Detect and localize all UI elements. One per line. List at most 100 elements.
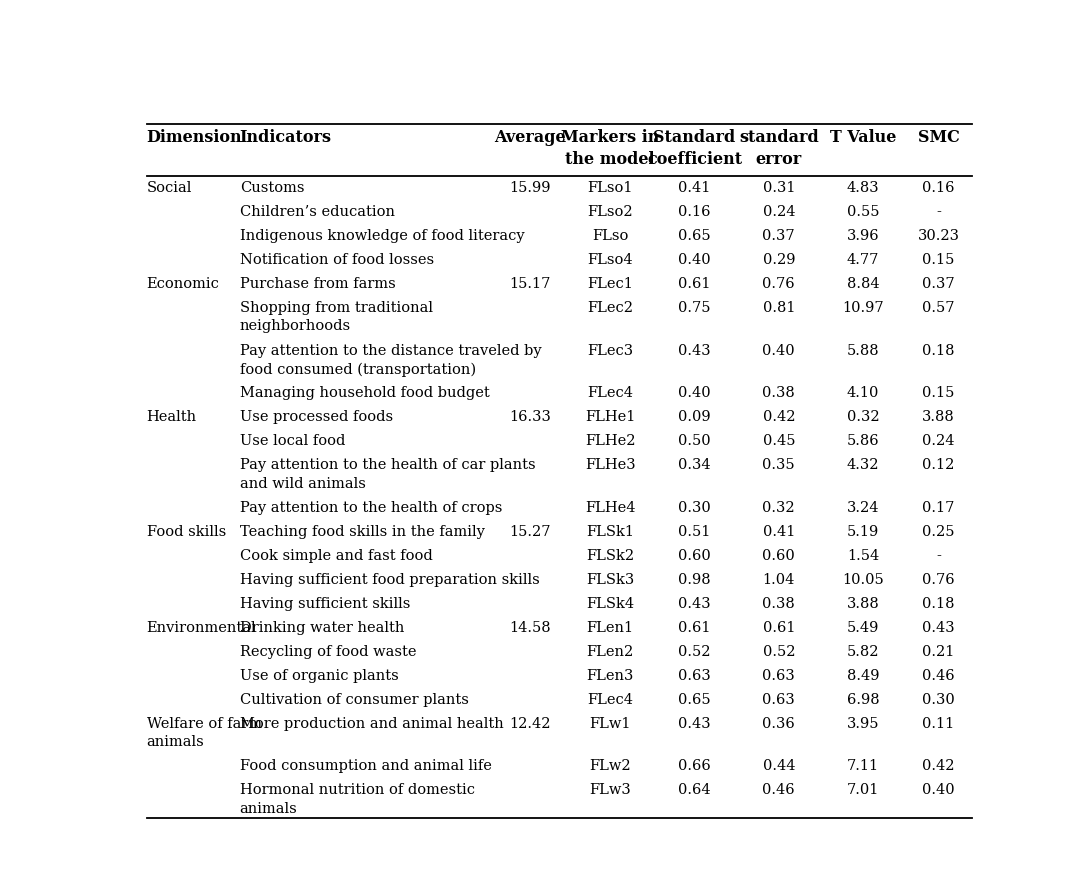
Text: 10.97: 10.97 [842,301,884,315]
Text: 0.43: 0.43 [679,717,710,731]
Text: 0.76: 0.76 [922,573,955,587]
Text: FLSk2: FLSk2 [586,549,634,563]
Text: 7.11: 7.11 [847,759,879,773]
Text: FLec1: FLec1 [587,277,633,291]
Text: 0.98: 0.98 [679,573,710,587]
Text: 5.19: 5.19 [847,525,879,539]
Text: Customs: Customs [240,181,304,195]
Text: Hormonal nutrition of domestic
animals: Hormonal nutrition of domestic animals [240,783,475,816]
Text: 0.44: 0.44 [763,759,795,773]
Text: FLen2: FLen2 [587,645,634,658]
Text: 0.18: 0.18 [922,597,955,610]
Text: 0.18: 0.18 [922,344,955,357]
Text: 0.63: 0.63 [763,669,795,683]
Text: 12.42: 12.42 [509,717,551,731]
Text: Cultivation of consumer plants: Cultivation of consumer plants [240,693,468,707]
Text: Social: Social [146,181,192,195]
Text: 0.50: 0.50 [679,434,710,448]
Text: Environmental: Environmental [146,621,256,634]
Text: Pay attention to the distance traveled by
food consumed (transportation): Pay attention to the distance traveled b… [240,344,541,377]
Text: 0.40: 0.40 [679,386,710,400]
Text: Children’s education: Children’s education [240,205,395,219]
Text: 0.63: 0.63 [679,669,711,683]
Text: FLHe4: FLHe4 [585,501,635,515]
Text: FLec2: FLec2 [587,301,633,315]
Text: 8.49: 8.49 [847,669,879,683]
Text: 16.33: 16.33 [509,410,551,424]
Text: 0.15: 0.15 [922,253,955,267]
Text: -: - [936,549,940,563]
Text: 5.82: 5.82 [847,645,879,658]
Text: 3.88: 3.88 [847,597,879,610]
Text: Cook simple and fast food: Cook simple and fast food [240,549,432,563]
Text: Use of organic plants: Use of organic plants [240,669,398,683]
Text: FLSk1: FLSk1 [586,525,634,539]
Text: 0.65: 0.65 [679,229,710,243]
Text: 6.98: 6.98 [847,693,879,707]
Text: 0.43: 0.43 [922,621,955,634]
Text: 0.65: 0.65 [679,693,710,707]
Text: Food consumption and animal life: Food consumption and animal life [240,759,492,773]
Text: 0.60: 0.60 [763,549,795,563]
Text: FLw2: FLw2 [589,759,631,773]
Text: 0.29: 0.29 [763,253,795,267]
Text: 0.51: 0.51 [679,525,710,539]
Text: FLHe2: FLHe2 [585,434,635,448]
Text: FLSk4: FLSk4 [586,597,634,610]
Text: 0.32: 0.32 [847,410,879,424]
Text: 0.21: 0.21 [922,645,955,658]
Text: Indicators: Indicators [240,129,332,146]
Text: 0.17: 0.17 [922,501,955,515]
Text: 0.60: 0.60 [679,549,711,563]
Text: Drinking water health: Drinking water health [240,621,404,634]
Text: FLec3: FLec3 [587,344,633,357]
Text: 3.95: 3.95 [847,717,879,731]
Text: Purchase from farms: Purchase from farms [240,277,395,291]
Text: 0.64: 0.64 [679,783,710,797]
Text: FLSk3: FLSk3 [586,573,634,587]
Text: 3.24: 3.24 [847,501,879,515]
Text: 0.61: 0.61 [679,277,710,291]
Text: 4.32: 4.32 [847,458,879,472]
Text: 4.77: 4.77 [847,253,879,267]
Text: 0.40: 0.40 [679,253,710,267]
Text: 30.23: 30.23 [918,229,959,243]
Text: 15.17: 15.17 [509,277,551,291]
Text: 7.01: 7.01 [847,783,879,797]
Text: 0.15: 0.15 [922,386,955,400]
Text: 4.10: 4.10 [847,386,879,400]
Text: 0.30: 0.30 [922,693,955,707]
Text: 0.16: 0.16 [922,181,955,195]
Text: 0.24: 0.24 [763,205,795,219]
Text: Food skills: Food skills [146,525,226,539]
Text: Teaching food skills in the family: Teaching food skills in the family [240,525,484,539]
Text: 0.37: 0.37 [922,277,955,291]
Text: 0.09: 0.09 [679,410,710,424]
Text: -: - [936,205,940,219]
Text: 0.63: 0.63 [763,693,795,707]
Text: 0.30: 0.30 [679,501,711,515]
Text: 0.40: 0.40 [922,783,955,797]
Text: Having sufficient food preparation skills: Having sufficient food preparation skill… [240,573,539,587]
Text: 0.57: 0.57 [922,301,955,315]
Text: Pay attention to the health of crops: Pay attention to the health of crops [240,501,502,515]
Text: Use processed foods: Use processed foods [240,410,393,424]
Text: Managing household food budget: Managing household food budget [240,386,490,400]
Text: 0.46: 0.46 [922,669,955,683]
Text: FLso2: FLso2 [587,205,633,219]
Text: T Value: T Value [830,129,896,146]
Text: Notification of food losses: Notification of food losses [240,253,434,267]
Text: Having sufficient skills: Having sufficient skills [240,597,410,610]
Text: 0.34: 0.34 [679,458,710,472]
Text: 0.40: 0.40 [763,344,795,357]
Text: 4.83: 4.83 [847,181,879,195]
Text: Welfare of farm
animals: Welfare of farm animals [146,717,262,749]
Text: FLw1: FLw1 [589,717,631,731]
Text: 0.12: 0.12 [922,458,955,472]
Text: 1.04: 1.04 [763,573,795,587]
Text: 15.99: 15.99 [509,181,551,195]
Text: More production and animal health: More production and animal health [240,717,503,731]
Text: 0.42: 0.42 [922,759,955,773]
Text: 0.37: 0.37 [763,229,795,243]
Text: Standard
coefficient: Standard coefficient [647,129,742,168]
